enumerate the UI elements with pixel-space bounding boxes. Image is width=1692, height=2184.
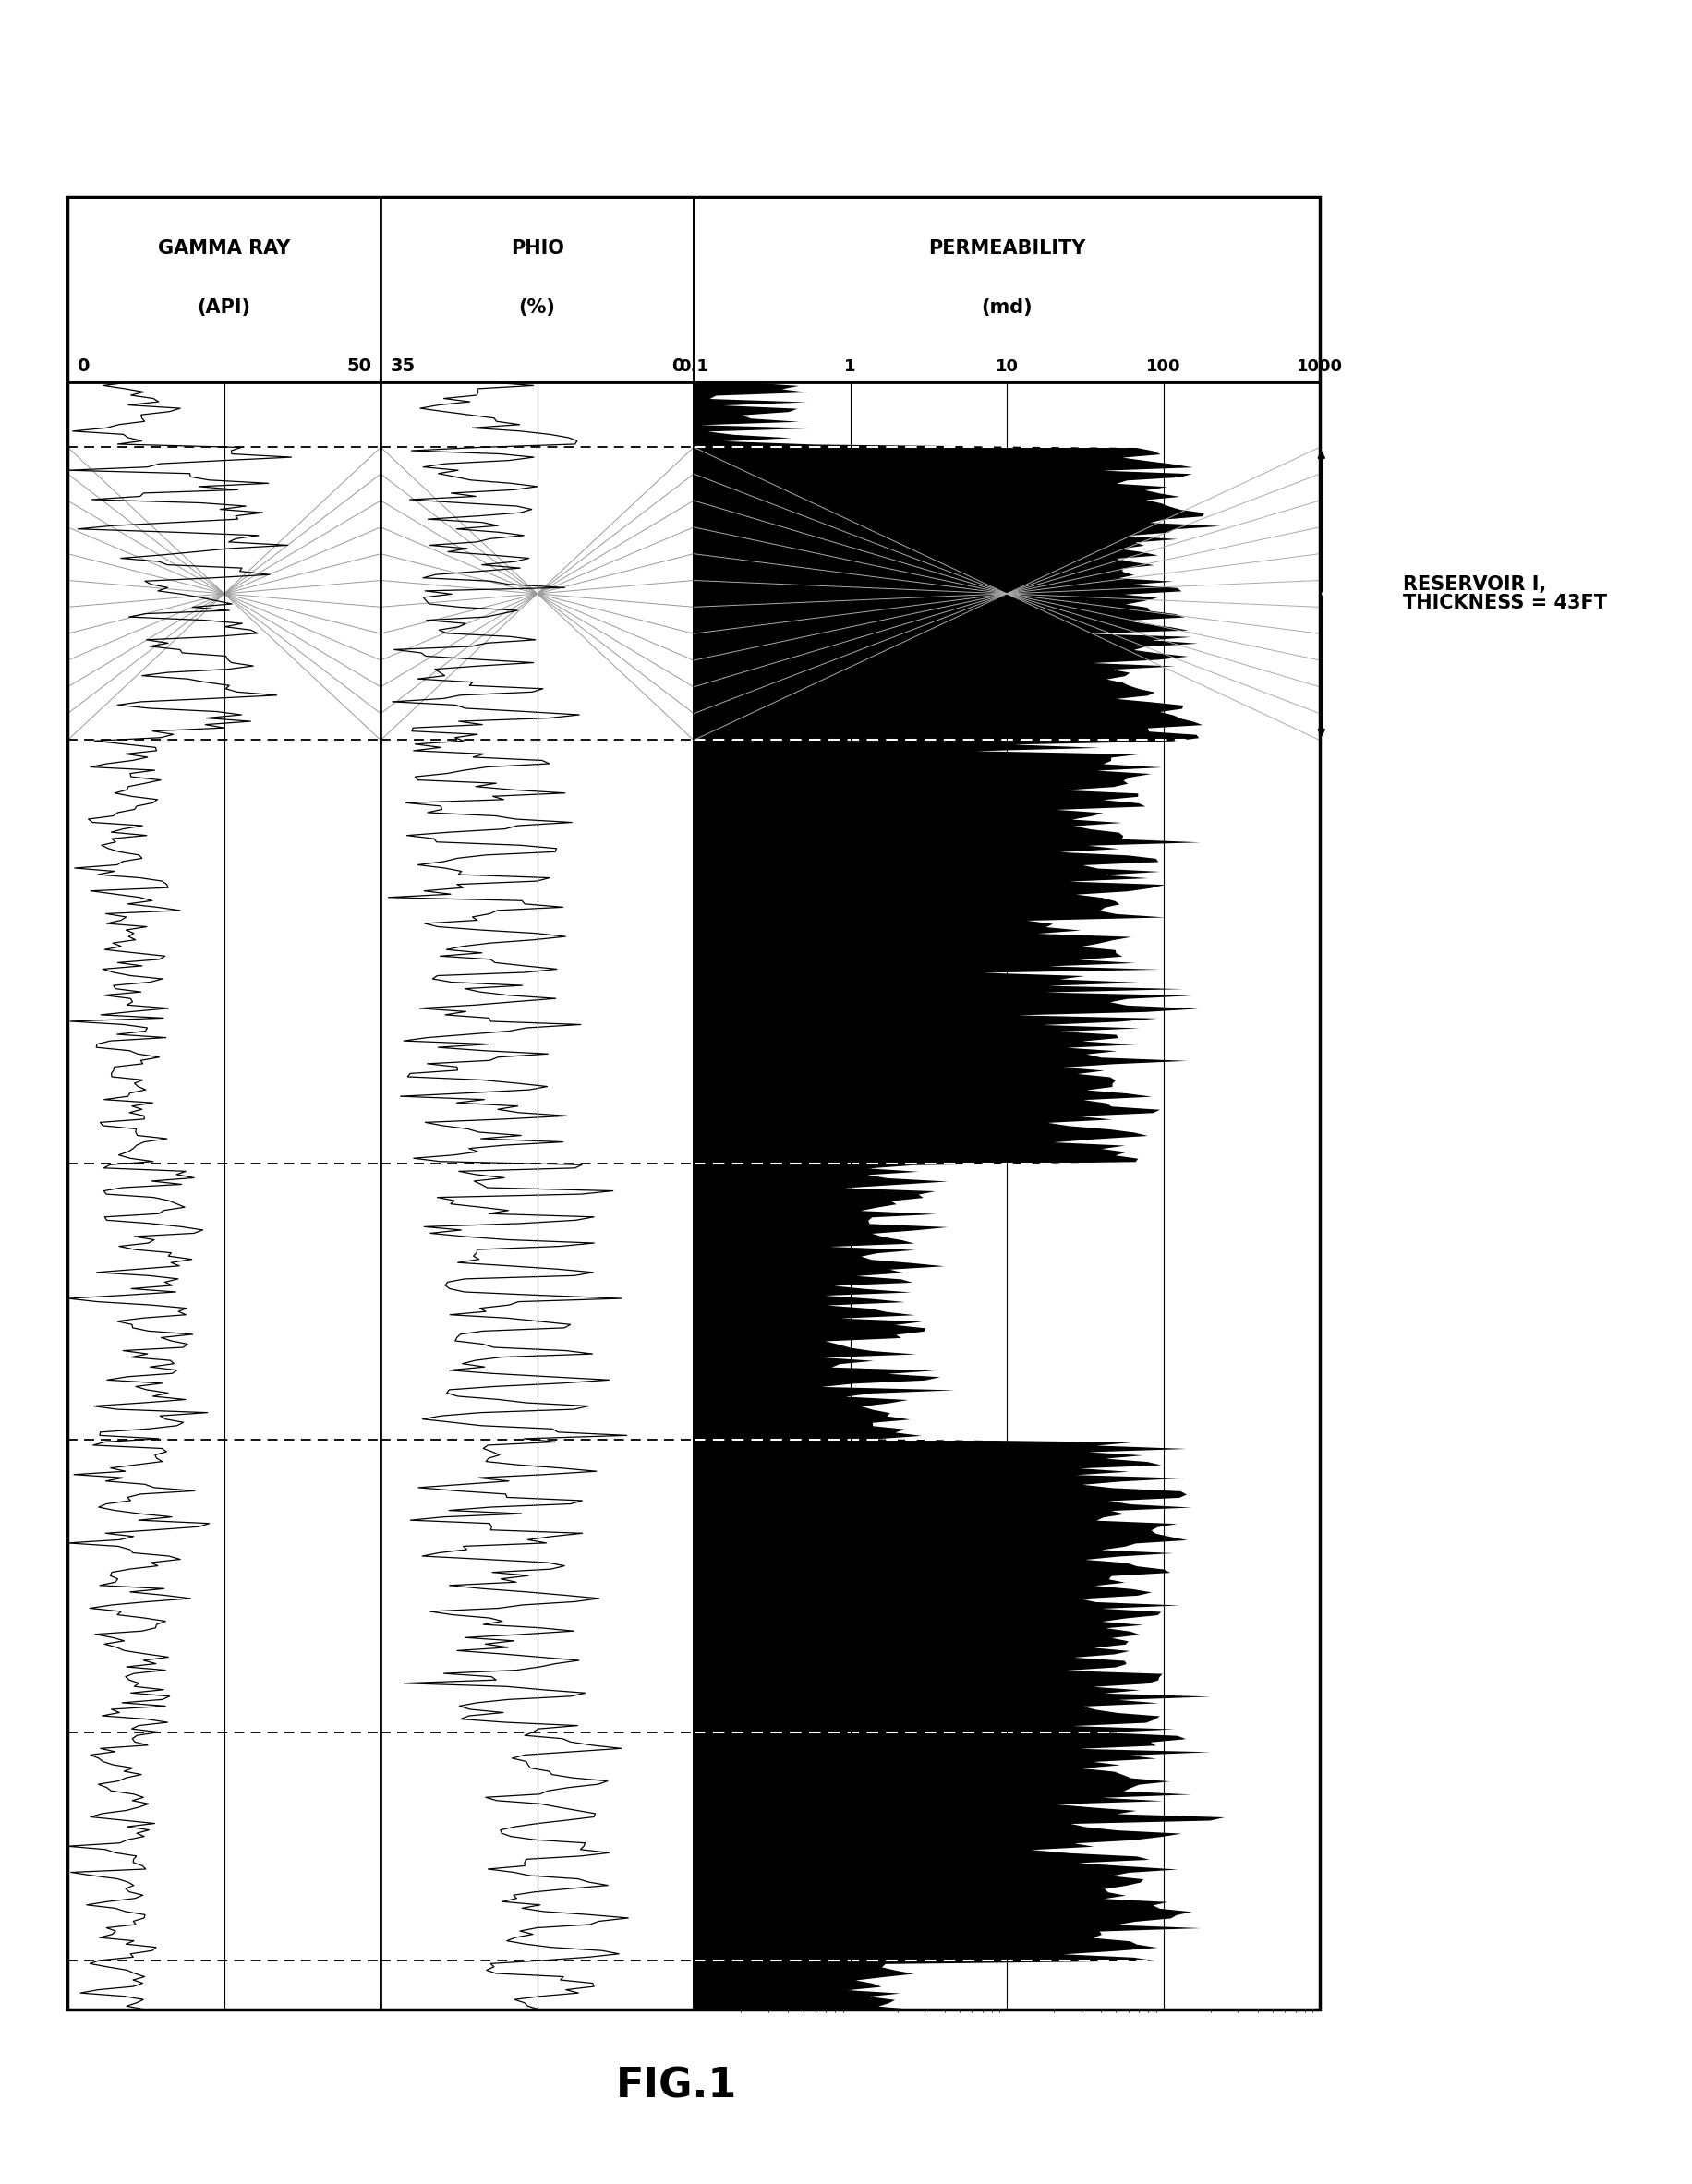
Text: 50: 50 — [347, 358, 371, 376]
Text: GAMMA RAY: GAMMA RAY — [157, 240, 291, 258]
Text: PHIO: PHIO — [511, 240, 563, 258]
Text: FIG.1: FIG.1 — [616, 2066, 738, 2105]
Text: 0: 0 — [78, 358, 90, 376]
Text: 1: 1 — [844, 358, 856, 376]
Text: 10: 10 — [995, 358, 1019, 376]
Text: PERMEABILITY: PERMEABILITY — [929, 240, 1085, 258]
Text: THICKNESS = 43FT: THICKNESS = 43FT — [1403, 594, 1607, 612]
Text: (%): (%) — [519, 299, 555, 317]
Text: 1000: 1000 — [1296, 358, 1343, 376]
Text: (API): (API) — [198, 299, 250, 317]
Text: 0.1: 0.1 — [678, 358, 709, 376]
Text: RESERVOIR I,: RESERVOIR I, — [1403, 574, 1546, 594]
Text: 0: 0 — [672, 358, 684, 376]
Text: 35: 35 — [391, 358, 415, 376]
Text: 100: 100 — [1145, 358, 1181, 376]
Text: (md): (md) — [981, 299, 1032, 317]
